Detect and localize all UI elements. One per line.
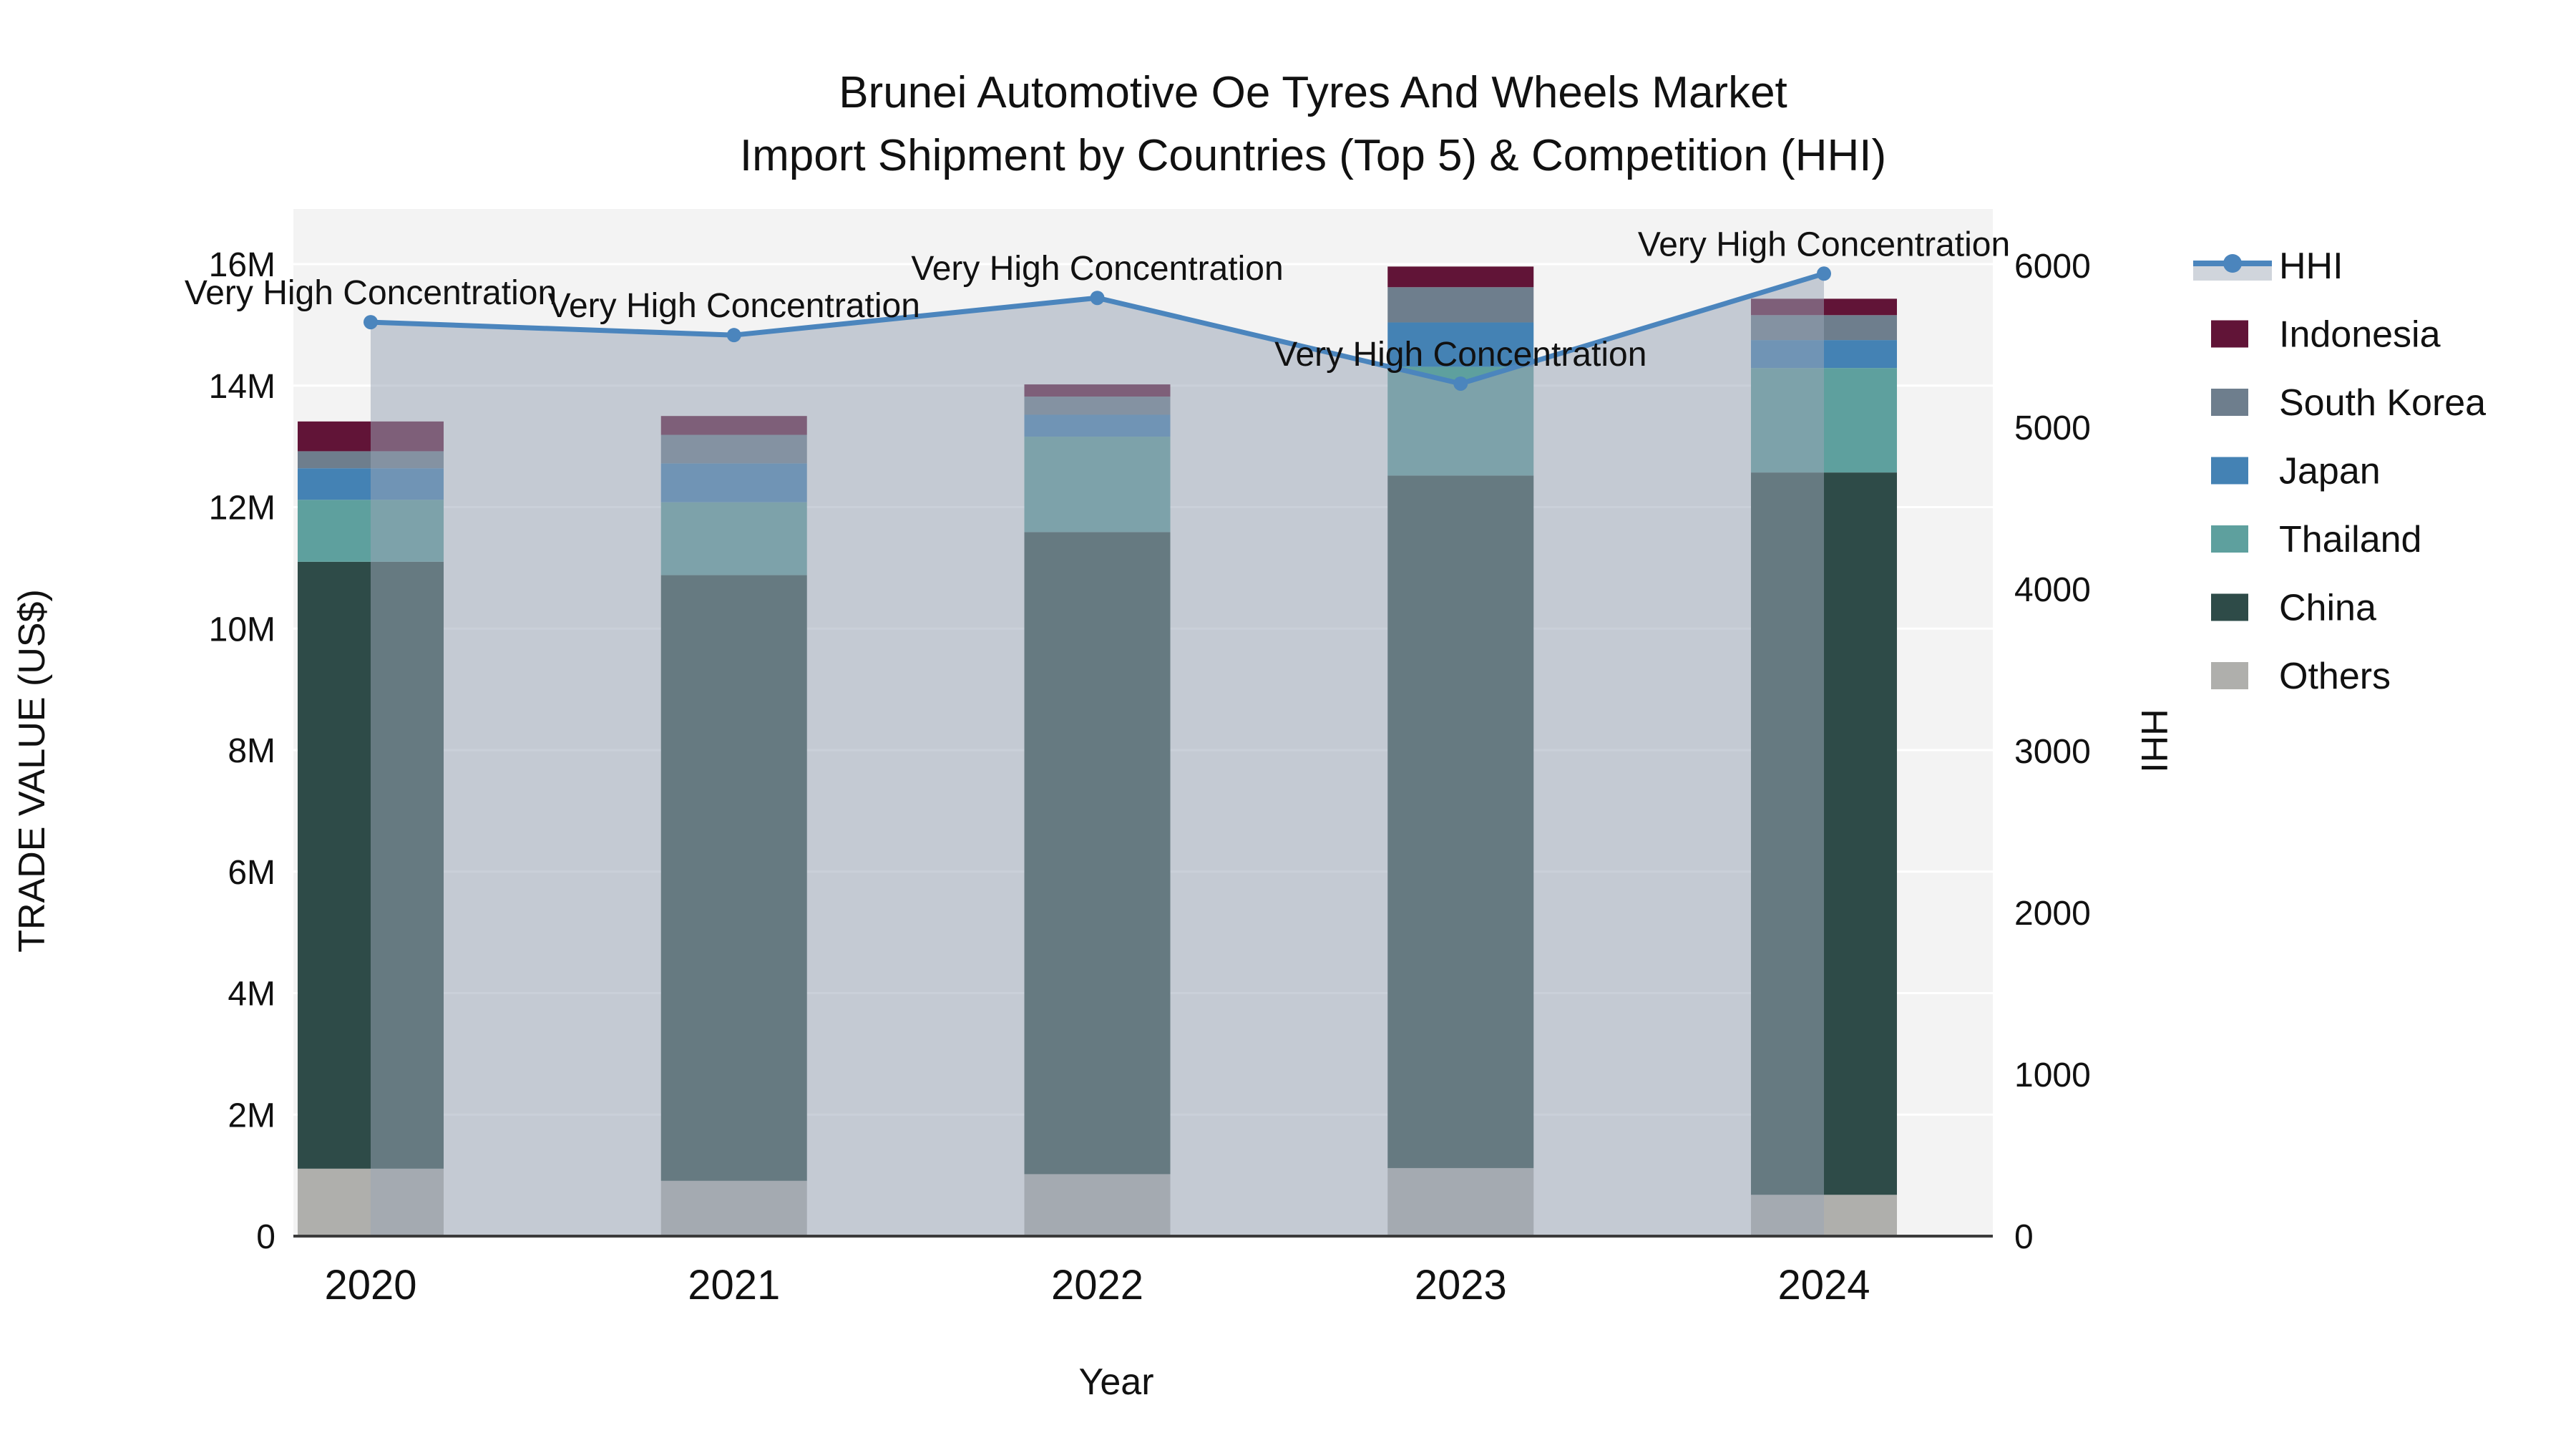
legend-label-hhi: HHI — [2279, 246, 2343, 287]
legend-item-china[interactable]: China — [2211, 588, 2376, 629]
y-right-axis-title: HHI — [2133, 709, 2175, 773]
hhi-legend-marker — [2223, 254, 2242, 273]
hhi-marker-2024 — [1817, 266, 1831, 281]
hhi-area-fill — [371, 273, 1824, 1236]
legend-item-thailand[interactable]: Thailand — [2211, 519, 2421, 560]
legend-label-japan: Japan — [2279, 451, 2381, 492]
bar-segment-japan-2023 — [1387, 322, 1534, 367]
annotation-label-2020: Very High Concentration — [185, 274, 557, 312]
annotation-label-2024: Very High Concentration — [1638, 225, 2010, 263]
x-tick-label-2022: 2022 — [1051, 1262, 1143, 1308]
hhi-marker-2020 — [364, 315, 378, 330]
legend-label-indonesia: Indonesia — [2279, 314, 2441, 356]
legend-swatch-china — [2211, 593, 2248, 621]
tick-labels-layer: 0 2M 4M 6M 8M 10M 12M 14M 16M 0 1000 2000 3000 4000 50… — [209, 246, 2091, 1308]
y-left-tick-label: 12M — [209, 490, 275, 528]
y-right-tick-label: 0 — [2014, 1218, 2034, 1256]
y-right-tick-label: 5000 — [2014, 409, 2091, 447]
y-right-tick-label: 4000 — [2014, 571, 2091, 609]
legend-item-hhi[interactable]: HHI — [2193, 246, 2343, 287]
bar-segment-indonesia-2023 — [1387, 266, 1534, 288]
y-left-axis-title: TRADE VALUE (US$) — [11, 589, 53, 953]
y-left-tick-label: 4M — [228, 976, 275, 1014]
y-left-tick-label: 10M — [209, 611, 275, 648]
y-left-tick-label: 16M — [209, 246, 275, 284]
y-left-tick-label: 8M — [228, 732, 275, 770]
legend-swatch-indonesia — [2211, 320, 2248, 348]
legend-swatch-japan — [2211, 457, 2248, 485]
y-right-tick-label: 2000 — [2014, 895, 2091, 933]
x-tick-label-2023: 2023 — [1415, 1262, 1507, 1308]
bar-segment-south-korea-2023 — [1387, 287, 1534, 323]
x-axis-title: Year — [1078, 1361, 1153, 1403]
y-left-tick-label: 2M — [228, 1097, 275, 1134]
hhi-marker-2021 — [726, 328, 741, 343]
chart-title-line1: Brunei Automotive Oe Tyres And Wheels Ma… — [839, 68, 1787, 117]
legend-label-south-korea: South Korea — [2279, 382, 2486, 424]
chart-title-line2: Import Shipment by Countries (Top 5) & C… — [740, 131, 1886, 180]
annotation-label-2021: Very High Concentration — [548, 287, 920, 325]
legend-swatch-south-korea — [2211, 389, 2248, 416]
y-left-tick-label: 6M — [228, 854, 275, 892]
x-tick-label-2020: 2020 — [324, 1262, 416, 1308]
hhi-marker-2023 — [1453, 376, 1468, 391]
legend-label-china: China — [2279, 588, 2376, 629]
legend-item-japan[interactable]: Japan — [2211, 451, 2381, 492]
legend-swatch-others — [2211, 662, 2248, 689]
legend-swatch-thailand — [2211, 525, 2248, 553]
x-tick-label-2024: 2024 — [1777, 1262, 1870, 1308]
y-left-tick-label: 0 — [256, 1218, 275, 1256]
hhi-area-layer — [371, 273, 1824, 1236]
legend-item-others[interactable]: Others — [2211, 656, 2391, 697]
annotation-label-2022: Very High Concentration — [911, 250, 1283, 288]
hhi-marker-2022 — [1090, 291, 1105, 306]
legend-item-south-korea[interactable]: South Korea — [2211, 382, 2486, 424]
annotation-label-2023: Very High Concentration — [1274, 336, 1646, 374]
legend-label-others: Others — [2279, 656, 2391, 697]
hhi-line-layer — [364, 266, 1831, 391]
y-right-tick-label: 1000 — [2014, 1056, 2091, 1094]
y-right-tick-label: 3000 — [2014, 733, 2091, 771]
y-right-tick-label: 6000 — [2014, 248, 2091, 286]
legend-label-thailand: Thailand — [2279, 519, 2421, 560]
x-tick-label-2021: 2021 — [688, 1262, 780, 1308]
legend: HHI Indonesia South Korea Japan Thailand Chin… — [2193, 246, 2486, 697]
legend-item-indonesia[interactable]: Indonesia — [2211, 314, 2441, 356]
y-left-tick-label: 14M — [209, 368, 275, 406]
